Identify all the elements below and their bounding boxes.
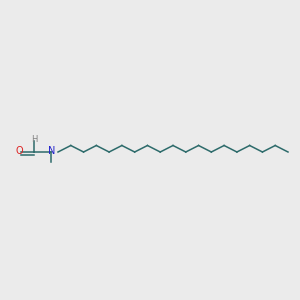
Text: H: H (31, 135, 37, 144)
Text: N: N (48, 146, 55, 157)
Text: O: O (16, 146, 23, 157)
